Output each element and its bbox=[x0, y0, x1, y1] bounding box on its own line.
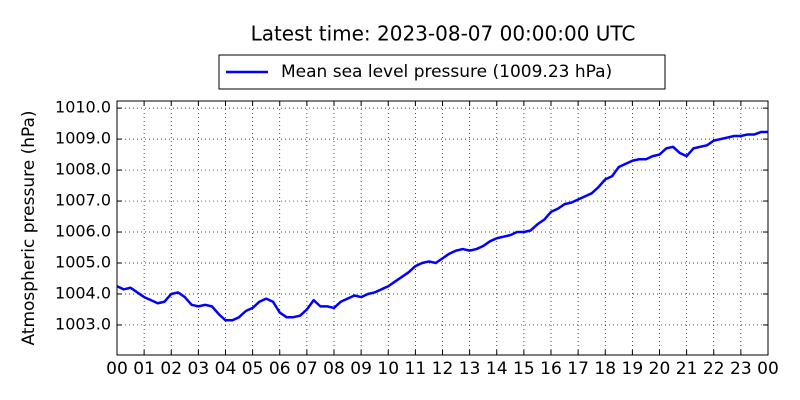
x-tick-label: 00 bbox=[106, 359, 128, 379]
x-tick-label: 00 bbox=[757, 359, 779, 379]
x-tick-label: 17 bbox=[567, 359, 589, 379]
x-tick-label: 16 bbox=[540, 359, 562, 379]
y-tick-label: 1009.0 bbox=[55, 129, 111, 148]
x-tick-label: 07 bbox=[296, 359, 318, 379]
x-tick-label: 01 bbox=[133, 359, 155, 379]
x-tick-label: 06 bbox=[269, 359, 291, 379]
line-series bbox=[116, 130, 768, 322]
x-tick-label: 08 bbox=[323, 359, 345, 379]
x-tick-label: 02 bbox=[160, 359, 182, 379]
x-tick-label: 22 bbox=[703, 359, 725, 379]
y-tick-label: 1008.0 bbox=[55, 160, 111, 179]
y-tick-label: 1006.0 bbox=[55, 222, 111, 241]
x-tick-label: 14 bbox=[486, 359, 508, 379]
x-tick-label: 03 bbox=[188, 359, 210, 379]
legend-label: Mean sea level pressure (1009.23 hPa) bbox=[281, 62, 612, 82]
chart-title: Latest time: 2023-08-07 00:00:00 UTC bbox=[251, 22, 636, 46]
x-tick-label: 23 bbox=[730, 359, 752, 379]
y-tick-label: 1005.0 bbox=[55, 253, 111, 272]
y-tick-label: 1010.0 bbox=[55, 98, 111, 117]
x-tick-label: 10 bbox=[377, 359, 399, 379]
x-tick-label: 09 bbox=[350, 359, 372, 379]
plot-frame bbox=[116, 100, 769, 356]
y-tick-label: 1003.0 bbox=[55, 314, 111, 333]
x-tick-label: 20 bbox=[649, 359, 671, 379]
x-tick-label: 05 bbox=[242, 359, 264, 379]
x-tick-label: 11 bbox=[405, 359, 427, 379]
x-tick-label: 15 bbox=[513, 359, 535, 379]
y-tick-label: 1004.0 bbox=[55, 283, 111, 302]
legend-box bbox=[218, 54, 666, 90]
x-tick-label: 12 bbox=[432, 359, 454, 379]
x-tick-label: 21 bbox=[676, 359, 698, 379]
x-tick-label: 18 bbox=[594, 359, 616, 379]
y-axis-label: Atmospheric pressure (hPa) bbox=[19, 110, 39, 345]
y-tick-label: 1007.0 bbox=[55, 191, 111, 210]
x-tick-label: 19 bbox=[622, 359, 644, 379]
x-tick-label: 04 bbox=[215, 359, 237, 379]
x-tick-label: 13 bbox=[459, 359, 481, 379]
